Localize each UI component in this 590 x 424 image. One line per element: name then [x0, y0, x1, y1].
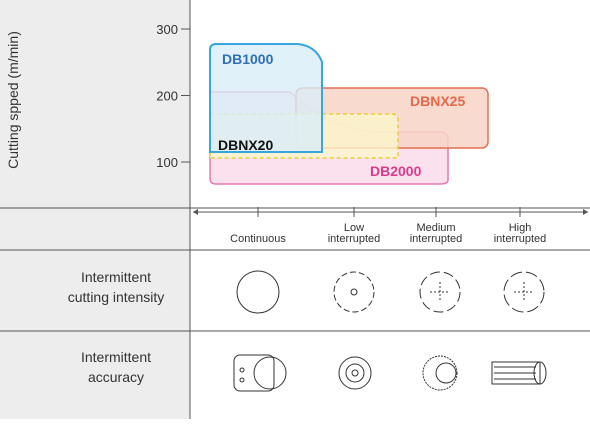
column-label: interrupted	[410, 233, 463, 245]
column-label: interrupted	[494, 233, 547, 245]
region-db1000	[209, 43, 323, 153]
column-label: High	[509, 222, 532, 234]
region-label: DBNX25	[410, 93, 465, 109]
column-label: Continuous	[230, 233, 286, 245]
region-label: DBNX20	[218, 137, 273, 153]
y-tick-label: 200	[156, 89, 178, 104]
region-label: DB2000	[370, 163, 422, 179]
region-label: DB1000	[222, 51, 274, 67]
icons	[233, 270, 547, 392]
row-label: accuracy	[88, 369, 144, 385]
y-tick-label: 300	[156, 22, 178, 37]
row-label: Intermittent	[81, 269, 151, 285]
axis-label: Cutting spped (m/min)	[5, 31, 21, 169]
column-label: Medium	[416, 222, 455, 234]
row-label: cutting intensity	[68, 289, 165, 305]
column-label: Low	[344, 222, 364, 234]
left-panel	[0, 0, 190, 419]
row-label: Intermittent	[81, 349, 151, 365]
column-label: interrupted	[328, 233, 381, 245]
y-tick-label: 100	[156, 155, 178, 170]
